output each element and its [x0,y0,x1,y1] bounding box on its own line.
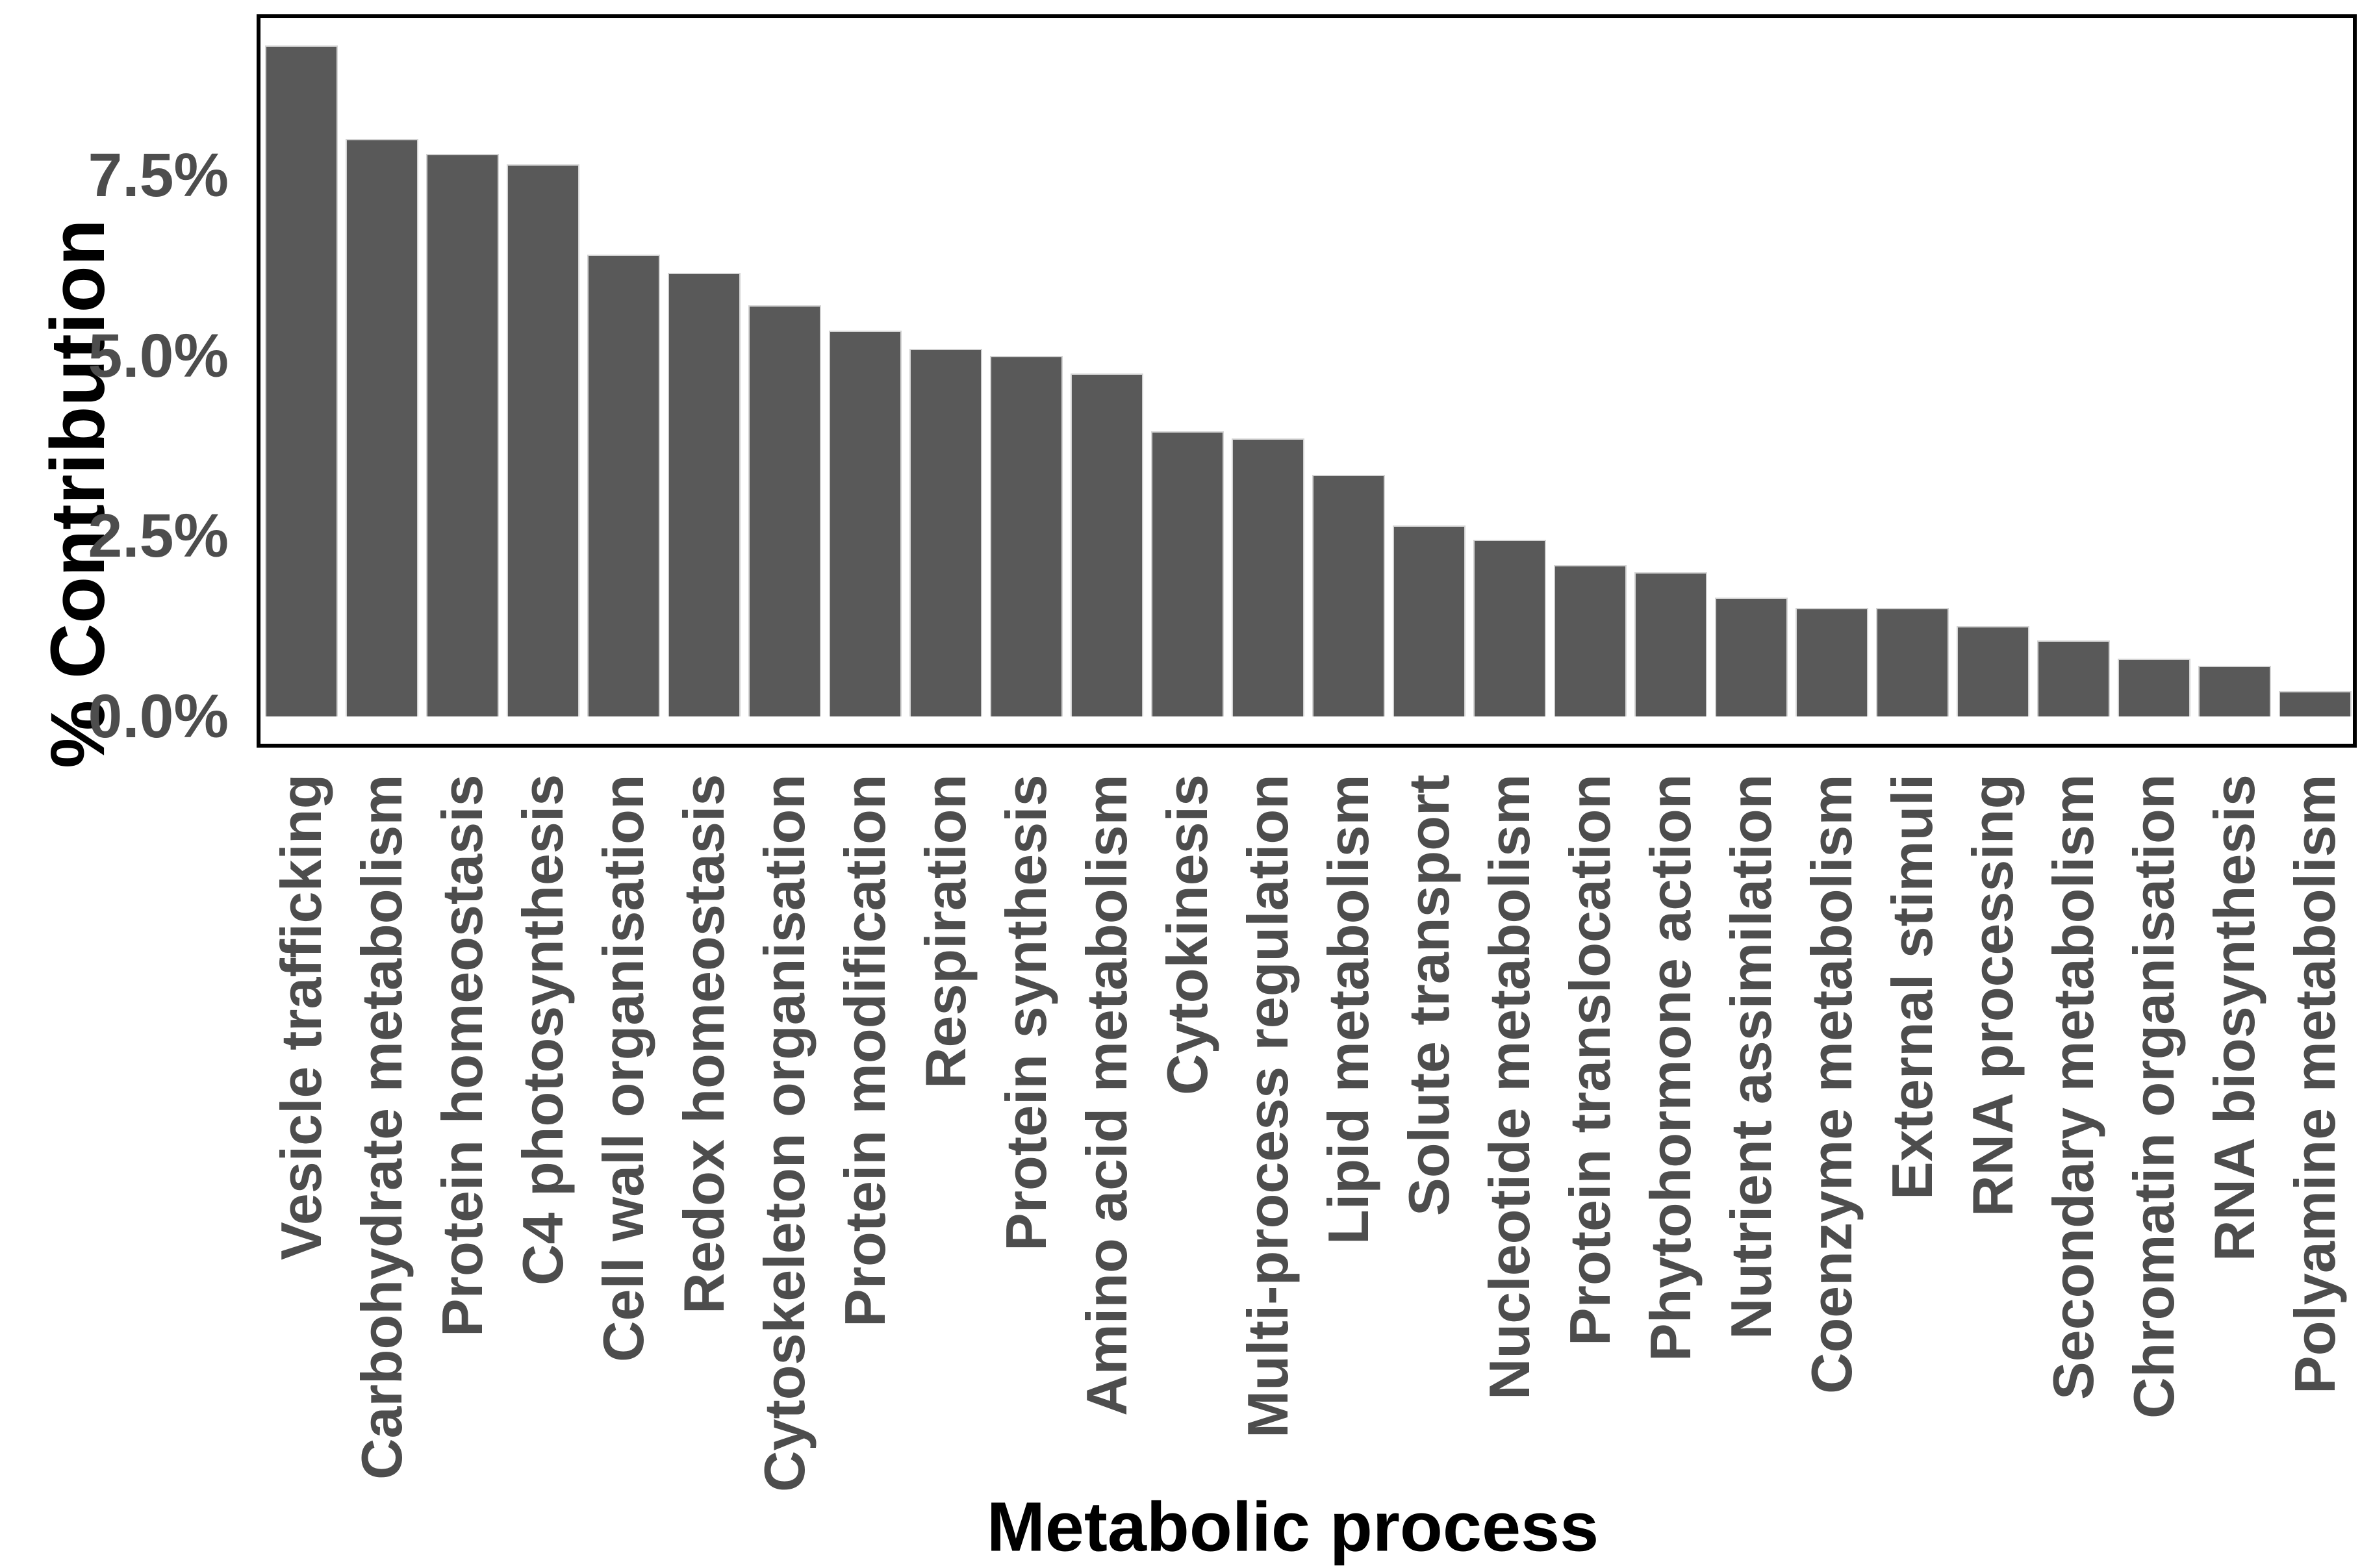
x-tick-label: Respiration [913,774,978,1089]
x-tick-label: Protein translocation [1558,774,1622,1347]
x-tick-label: Protein modification [833,774,897,1327]
x-tick-label: Protein homeostasis [430,774,494,1337]
x-tick-label: RNA biosynthesis [2202,774,2266,1261]
bar-amino-acid-metabolism [1071,373,1143,716]
x-axis-title: Metabolic process [986,1487,1599,1566]
bar-phytohormone-action [1634,572,1707,716]
x-tick-label: Amino acid metabolism [1074,774,1139,1416]
x-tick-label: Secondary metabolism [2041,774,2105,1400]
bar-respiration [909,349,982,716]
x-tick-label: Polyamine metabolism [2283,774,2347,1394]
x-tick-label: Lipid metabolism [1316,774,1380,1245]
x-tick-label: Nutrient assimilation [1719,774,1783,1340]
x-tick-label: RNA processing [1961,774,2025,1217]
x-tick-label: Phytohormone action [1638,774,1703,1362]
x-tick-label: Redox homeostasis [672,774,736,1315]
y-tick-label: 2.5% [88,501,229,571]
bar-protein-translocation [1554,565,1627,716]
bar-external-stimuli [1876,608,1949,716]
y-tick-label: 0.0% [88,682,229,751]
x-tick-label: Nucleotide metabolism [1477,774,1542,1400]
x-tick-label: Vesicle trafficking [269,774,333,1261]
bar-solute-transport [1393,525,1466,716]
bar-vesicle-trafficking [265,45,338,716]
bar-cytokinesis [1151,431,1224,716]
bar-c4-photosynthesis [507,164,579,716]
bar-redox-homeostasis [668,273,741,716]
bar-cytoskeleton-organisation [748,305,821,716]
bar-nutrient-assimilation [1715,598,1788,716]
y-tick-label: 5.0% [88,321,229,390]
x-tick-label: Solute transport [1397,774,1461,1216]
x-tick-label: Chromatin organisation [2122,774,2186,1419]
bar-rna-biosynthesis [2198,666,2271,716]
x-tick-label: Carbohydrate metabolism [349,774,414,1480]
bar-multi-process-regulation [1232,438,1304,716]
bar-carbohydrate-metabolism [346,139,418,716]
bar-polyamine-metabolism [2279,691,2352,716]
x-tick-label: Multi-process regulation [1236,774,1300,1438]
x-tick-label: Cell wall organisation [591,774,655,1362]
bar-protein-synthesis [990,356,1063,716]
x-tick-label: External stimuli [1880,774,1944,1200]
bar-rna-processing [1957,626,2029,716]
y-tick-label: 7.5% [88,140,229,210]
x-tick-label: Coenzyme metabolism [1799,774,1864,1394]
bar-protein-homeostasis [426,154,499,716]
bar-secondary-metabolism [2037,640,2110,716]
x-tick-label: Cytoskeleton organisation [752,774,817,1493]
bar-protein-modification [829,331,902,716]
bar-cell-wall-organisation [587,255,660,716]
plot-panel [257,14,2357,748]
bar-coenzyme-metabolism [1796,608,1868,716]
bar-chromatin-organisation [2118,659,2190,716]
x-tick-label: Protein synthesis [994,774,1058,1251]
bar-nucleotide-metabolism [1473,540,1546,716]
x-tick-label: C4 photosynthesis [511,774,575,1286]
bar-lipid-metabolism [1312,475,1385,716]
x-tick-label: Cytokinesis [1155,774,1219,1095]
